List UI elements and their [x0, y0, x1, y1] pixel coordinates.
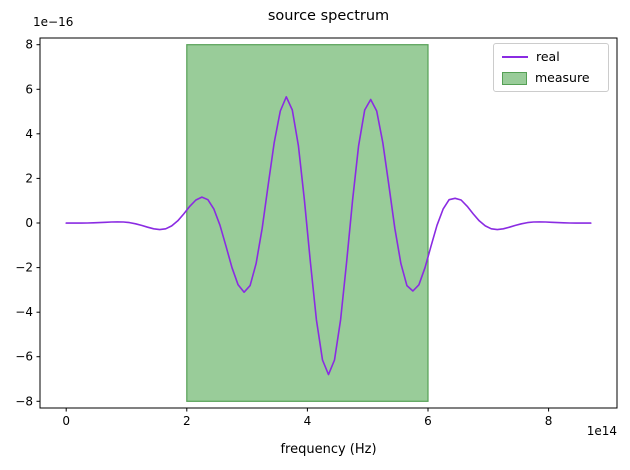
series-real [65, 96, 592, 376]
legend-label-measure: measure [535, 70, 590, 85]
y-tick-label: −4 [15, 305, 33, 319]
legend-patch-swatch [502, 71, 527, 85]
y-tick-label: −6 [15, 350, 33, 364]
y-tick-label: 6 [25, 82, 33, 96]
y-tick-label: 0 [25, 216, 33, 230]
legend-item-real: real [502, 50, 600, 64]
x-tick-label: 6 [424, 414, 432, 428]
chart-title: source spectrum [267, 8, 390, 24]
x-tick-label: 2 [183, 414, 191, 428]
x-tick-label: 4 [304, 414, 312, 428]
x-axis-label: frequency (Hz) [280, 442, 377, 457]
y-tick-label: −8 [15, 394, 33, 408]
legend-label-real: real [536, 49, 560, 64]
y-tick-label: 2 [25, 171, 33, 185]
legend-line-swatch [502, 56, 528, 58]
legend: real measure [493, 43, 609, 92]
x-tick-label: 0 [62, 414, 70, 428]
y-axis-offset-label: 1e−16 [33, 15, 74, 29]
y-tick-label: 4 [25, 127, 33, 141]
x-tick-label: 8 [545, 414, 553, 428]
legend-item-measure: measure [502, 71, 600, 85]
y-tick-label: 8 [25, 38, 33, 52]
y-tick-label: −2 [15, 261, 33, 275]
x-axis-offset-label: 1e14 [586, 424, 617, 438]
